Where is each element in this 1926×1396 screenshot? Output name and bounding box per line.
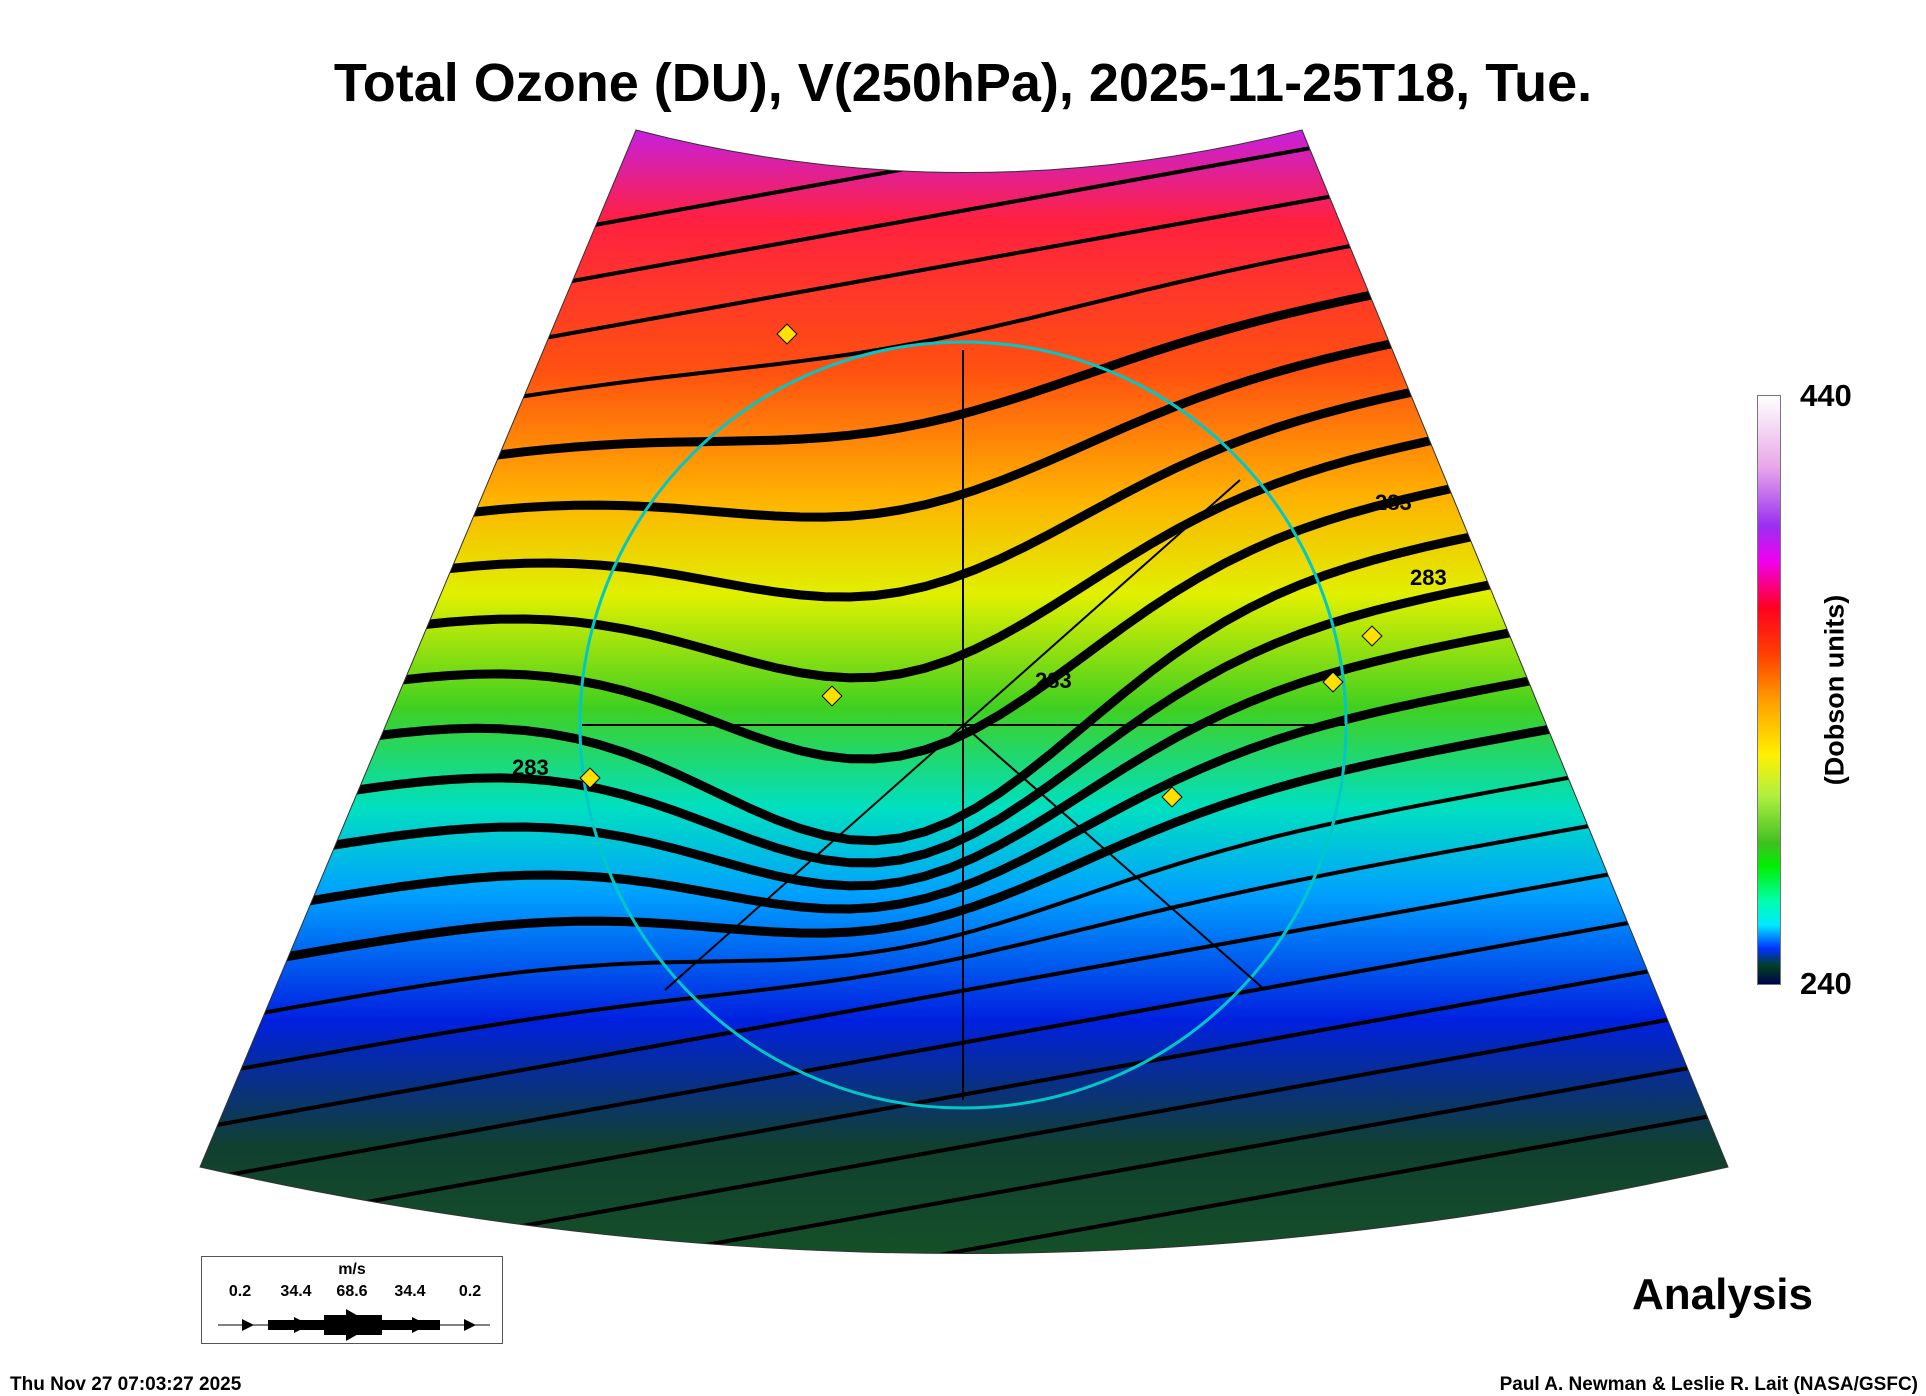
streamline xyxy=(200,838,1728,1139)
station-markers xyxy=(579,323,1383,808)
footer-timestamp: Thu Nov 27 07:03:27 2025 xyxy=(10,1374,242,1395)
streamline xyxy=(200,890,1728,1191)
streamline xyxy=(200,627,1728,934)
station-marker xyxy=(821,685,843,707)
analysis-label: Analysis xyxy=(1632,1270,1813,1319)
diagonal-line-2 xyxy=(962,724,1266,991)
streamline xyxy=(200,942,1728,1243)
station-marker xyxy=(1161,786,1183,808)
contour-label: 283 xyxy=(512,755,549,780)
legend-unit: m/s xyxy=(338,1261,366,1278)
streamline xyxy=(200,1046,1728,1254)
legend-speed: 0.2 xyxy=(228,1283,252,1300)
map-title: Total Ozone (DU), V(250hPa), 2025-11-25T… xyxy=(333,53,1593,113)
legend-speed: 0.2 xyxy=(458,1283,482,1300)
contour-label: 283 xyxy=(1035,668,1072,693)
colorbar-unit: (Dobson units) xyxy=(1819,594,1850,786)
ozone-field xyxy=(200,130,1728,1254)
streamline xyxy=(200,1098,1728,1254)
footer-credit: Paul A. Newman & Leslie R. Lait (NASA/GS… xyxy=(1499,1374,1918,1395)
colorbar-max-label: 440 xyxy=(1800,378,1852,413)
legend-speed: 34.4 xyxy=(280,1283,312,1300)
streamline xyxy=(200,679,1728,986)
legend-speed: 34.4 xyxy=(394,1283,426,1300)
map-boundary xyxy=(199,129,1729,1254)
reference-circle xyxy=(578,340,1348,1110)
contour-label: 283 xyxy=(1410,565,1447,590)
colorbar xyxy=(1757,395,1781,985)
colorbar-min-label: 240 xyxy=(1800,966,1852,1001)
wind-speed-legend: m/s 0.2 34.4 68.6 34.4 0.2 xyxy=(201,1256,503,1344)
station-marker xyxy=(1361,625,1383,647)
streamline xyxy=(200,734,1728,1035)
station-marker xyxy=(579,767,601,789)
streamline xyxy=(200,786,1728,1087)
contour-label: 283 xyxy=(1375,490,1412,515)
station-marker xyxy=(1322,671,1344,693)
legend-arrows xyxy=(218,1309,490,1341)
station-marker xyxy=(776,323,798,345)
legend-speed: 68.6 xyxy=(336,1283,368,1300)
diagonal-line-1 xyxy=(664,479,1241,991)
